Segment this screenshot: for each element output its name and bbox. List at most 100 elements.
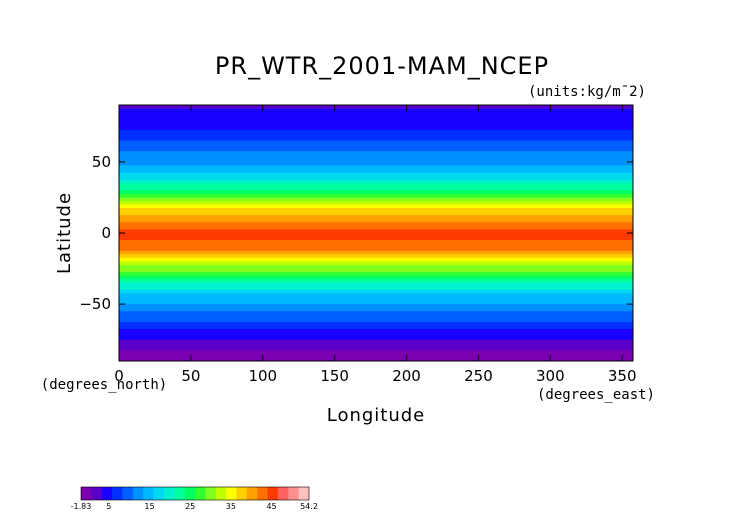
field-band	[119, 126, 633, 131]
field-band	[119, 137, 633, 142]
field-band	[119, 297, 633, 302]
field-band	[119, 318, 633, 323]
x-tick-label: 200	[392, 367, 421, 385]
colorbar-swatch	[236, 487, 248, 500]
colorbar-tick-label: 54.2	[300, 502, 318, 511]
units-label: (units:kg/m¯2)	[528, 84, 646, 100]
field-band	[119, 275, 633, 280]
field-band	[119, 332, 633, 337]
field-band	[119, 222, 633, 227]
colorbar-tick-label: 45	[266, 502, 276, 511]
y-tick-label: 50	[92, 153, 111, 171]
x-tick-label: 150	[320, 367, 349, 385]
x-tick-label: 350	[608, 367, 637, 385]
field-band	[119, 208, 633, 213]
field-band	[119, 233, 633, 238]
field-band	[119, 311, 633, 316]
colorbar-swatch	[195, 487, 206, 500]
field-band	[119, 254, 633, 259]
field-band	[119, 346, 633, 351]
field-band	[119, 257, 633, 262]
field-band	[119, 193, 633, 198]
colorbar-swatch	[226, 487, 237, 500]
field-band	[119, 179, 633, 184]
field-band	[119, 108, 633, 113]
field-band	[119, 293, 633, 298]
field-band	[119, 307, 633, 312]
colorbar-swatch	[91, 487, 103, 500]
field-band	[119, 183, 633, 188]
colorbar-swatch	[298, 487, 310, 500]
colorbar-swatch	[205, 487, 217, 500]
colorbar-swatch	[143, 487, 154, 500]
colorbar-swatch	[267, 487, 279, 500]
colorbar-tick-label: 5	[106, 502, 111, 511]
field-band	[119, 321, 633, 326]
y-axis-ticks: 50 0 −50	[79, 153, 633, 313]
field-band	[119, 240, 633, 245]
field-band	[119, 211, 633, 216]
colorbar-swatch	[122, 487, 134, 500]
colorbar-tick-labels: -1.83 5 15 25 35 45 54.2	[71, 502, 318, 511]
colorbar-tick-label: 25	[185, 502, 195, 511]
field-band	[119, 279, 633, 284]
x-axis-label: Longitude	[327, 405, 426, 426]
field-band	[119, 329, 633, 334]
colorbar-swatch	[215, 487, 227, 500]
field-band	[119, 151, 633, 156]
x-axis-ticks: 0 50 100 150 200 250 300 350	[114, 105, 637, 385]
field-band	[119, 236, 633, 241]
field-band	[119, 272, 633, 277]
field-band	[119, 250, 633, 255]
field-band	[119, 204, 633, 209]
field-band	[119, 343, 633, 348]
colorbar	[80, 486, 310, 501]
colorbar-swatch	[277, 487, 289, 500]
field-band	[119, 129, 633, 134]
colorbar-swatch	[184, 487, 196, 500]
field-band	[119, 154, 633, 159]
field-band	[119, 144, 633, 149]
colorbar-swatch	[101, 487, 113, 500]
colorbar-swatch	[132, 487, 144, 500]
x-tick-label: 50	[181, 367, 200, 385]
y-tick-label: −50	[79, 295, 111, 313]
colorbar-swatch	[153, 487, 165, 500]
colorbar-swatch	[112, 487, 123, 500]
field-band	[119, 119, 633, 124]
field-band	[119, 161, 633, 166]
colorbar-swatch	[288, 487, 299, 500]
colorbar-swatch	[257, 487, 268, 500]
field-band	[119, 133, 633, 138]
field-band	[119, 325, 633, 330]
field-band	[119, 357, 633, 362]
field-band	[119, 158, 633, 163]
colorbar-swatch	[246, 487, 258, 500]
colorbar-tick-label: -1.83	[71, 502, 92, 511]
field-band	[119, 282, 633, 287]
colorbar-tick-label: 15	[144, 502, 154, 511]
field-band	[119, 140, 633, 145]
field-band	[119, 225, 633, 230]
x-tick-label: 100	[248, 367, 277, 385]
y-axis-label: Latitude	[54, 192, 75, 274]
x-unit-label: (degrees_east)	[537, 387, 655, 403]
field-band	[119, 197, 633, 202]
field-band	[119, 172, 633, 177]
y-tick-label: 0	[101, 224, 111, 242]
field-band	[119, 265, 633, 270]
field-band	[119, 201, 633, 206]
field-band	[119, 115, 633, 120]
field-band	[119, 105, 633, 110]
field-band	[119, 186, 633, 191]
field-band	[119, 268, 633, 273]
colorbar-swatch	[163, 487, 175, 500]
colorbar-tick-label: 35	[226, 502, 236, 511]
x-tick-label: 0	[114, 367, 124, 385]
field-band	[119, 215, 633, 220]
field-band	[119, 147, 633, 152]
field-band	[119, 190, 633, 195]
field-band	[119, 353, 633, 358]
field-band	[119, 218, 633, 223]
